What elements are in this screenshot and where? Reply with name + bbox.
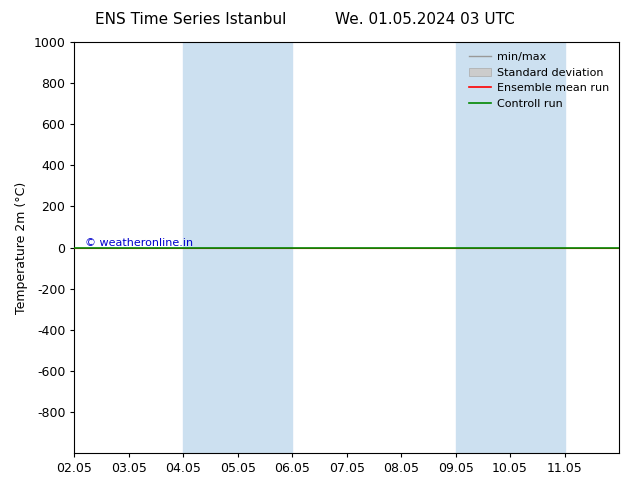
Text: ENS Time Series Istanbul: ENS Time Series Istanbul xyxy=(94,12,286,27)
Bar xyxy=(183,42,292,453)
Y-axis label: Temperature 2m (°C): Temperature 2m (°C) xyxy=(15,181,28,314)
Text: © weatheronline.in: © weatheronline.in xyxy=(86,239,193,248)
Bar xyxy=(456,42,564,453)
Legend: min/max, Standard deviation, Ensemble mean run, Controll run: min/max, Standard deviation, Ensemble me… xyxy=(465,48,614,113)
Text: We. 01.05.2024 03 UTC: We. 01.05.2024 03 UTC xyxy=(335,12,515,27)
